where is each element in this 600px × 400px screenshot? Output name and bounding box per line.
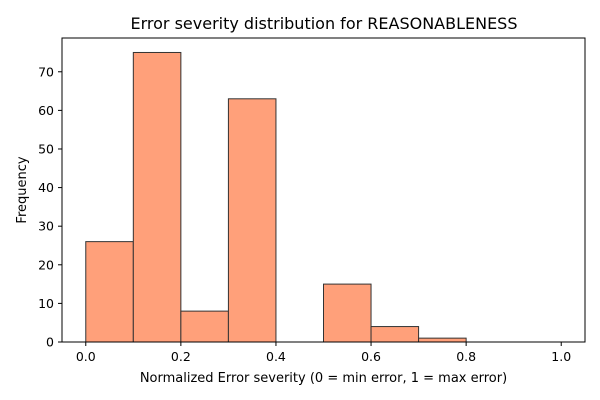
plot-frame bbox=[61, 37, 586, 343]
y-tick-label: 20 bbox=[38, 257, 54, 272]
bars-group bbox=[85, 51, 467, 343]
chart-title: Error severity distribution for REASONAB… bbox=[130, 14, 517, 33]
y-tick-label: 10 bbox=[38, 296, 54, 311]
histogram-bar bbox=[180, 310, 229, 343]
y-tick-label: 50 bbox=[38, 141, 54, 156]
histogram-bar bbox=[418, 337, 467, 343]
y-tick-label: 40 bbox=[38, 180, 54, 195]
x-tick-label: 0.2 bbox=[171, 349, 191, 364]
histogram-bar bbox=[370, 326, 420, 343]
histogram-bar bbox=[85, 241, 134, 343]
y-tick-label: 0 bbox=[46, 335, 54, 350]
y-tick-label: 70 bbox=[38, 64, 54, 79]
x-tick-label: 0.4 bbox=[266, 349, 286, 364]
histogram-bar bbox=[132, 51, 182, 343]
x-axis: 0.0 0.2 0.4 0.6 0.8 1.0 bbox=[76, 342, 571, 364]
y-axis: 0 10 20 30 40 50 60 70 bbox=[38, 64, 62, 350]
x-tick-label: 0.0 bbox=[76, 349, 96, 364]
y-tick-label: 60 bbox=[38, 103, 54, 118]
x-axis-label: Normalized Error severity (0 = min error… bbox=[140, 371, 507, 386]
histogram-bar bbox=[323, 283, 372, 343]
y-tick-label: 30 bbox=[38, 219, 54, 234]
x-tick-label: 1.0 bbox=[551, 349, 571, 364]
y-axis-label: Frequency bbox=[15, 156, 30, 223]
x-tick-label: 0.6 bbox=[361, 349, 381, 364]
x-tick-label: 0.8 bbox=[456, 349, 476, 364]
histogram-bar bbox=[227, 98, 277, 343]
